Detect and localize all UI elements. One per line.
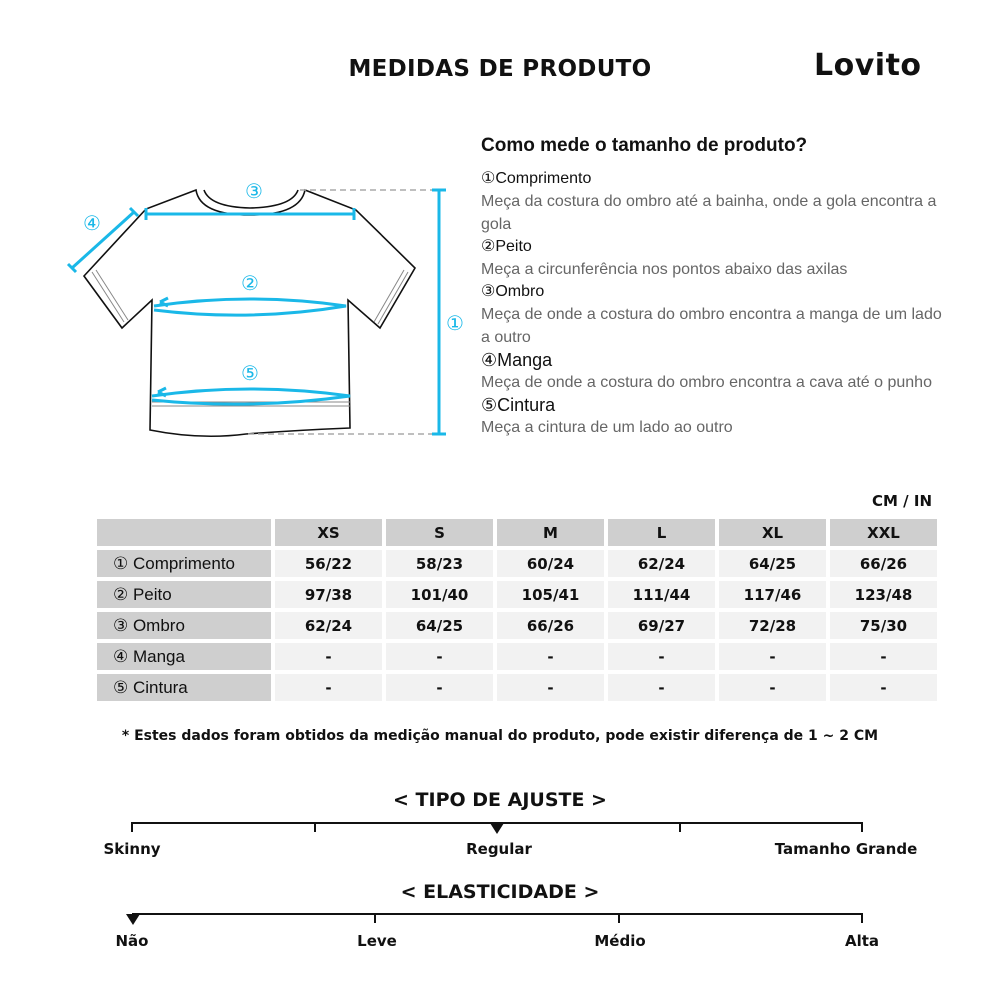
- row-label: ④ Manga: [97, 643, 271, 670]
- fit-tick: [314, 822, 316, 832]
- table-cell: -: [386, 643, 493, 670]
- elasticity-selected-marker: [126, 914, 140, 925]
- brand-logo: Lovito: [814, 48, 922, 83]
- unit-label: CM / IN: [872, 492, 932, 510]
- fit-tick: [861, 822, 863, 832]
- table-row: ⑤ Cintura - - - - - -: [97, 674, 937, 701]
- table-cell: 75/30: [830, 612, 937, 639]
- fit-selected-marker: [490, 823, 504, 834]
- table-row: ④ Manga - - - - - -: [97, 643, 937, 670]
- elasticity-tick: [861, 913, 863, 923]
- table-cell: 58/23: [386, 550, 493, 577]
- table-cell: 62/24: [608, 550, 715, 577]
- fit-label: Regular: [466, 840, 532, 858]
- size-header: XS: [275, 519, 382, 546]
- fit-tick: [679, 822, 681, 832]
- table-cell: 60/24: [497, 550, 604, 577]
- page-title: MEDIDAS DE PRODUTO: [348, 56, 652, 82]
- table-header-row: XS S M L XL XXL: [97, 519, 937, 546]
- table-cell: 56/22: [275, 550, 382, 577]
- guide-question: Como mede o tamanho de produto?: [481, 135, 808, 156]
- elasticity-label: Leve: [357, 932, 397, 950]
- table-cell: -: [719, 643, 826, 670]
- elasticity-tick: [374, 913, 376, 923]
- measurement-note: * Estes dados foram obtidos da medição m…: [121, 728, 879, 744]
- table-cell: -: [719, 674, 826, 701]
- table-cell: 64/25: [719, 550, 826, 577]
- elasticity-title: < ELASTICIDADE >: [400, 881, 600, 903]
- table-cell: 66/26: [497, 612, 604, 639]
- table-cell: -: [830, 674, 937, 701]
- row-label: ⑤ Cintura: [97, 674, 271, 701]
- row-label: ① Comprimento: [97, 550, 271, 577]
- table-cell: 66/26: [830, 550, 937, 577]
- fit-label: Skinny: [103, 840, 161, 858]
- guide-item-title: ④Manga: [481, 350, 553, 370]
- table-cell: 72/28: [719, 612, 826, 639]
- table-cell: -: [275, 643, 382, 670]
- elasticity-scale-line: [132, 913, 863, 915]
- guide-item-desc: Meça a cintura de um lado ao outro: [481, 419, 733, 436]
- size-header: M: [497, 519, 604, 546]
- table-cell: 111/44: [608, 581, 715, 608]
- table-cell: -: [608, 674, 715, 701]
- fit-label: Tamanho Grande: [774, 840, 918, 858]
- table-cell: -: [497, 643, 604, 670]
- guide-item-title: ①Comprimento: [481, 170, 592, 187]
- table-row: ① Comprimento 56/22 58/23 60/24 62/24 64/25 66…: [97, 550, 937, 577]
- table-cell: 69/27: [608, 612, 715, 639]
- marker-5: ⑤: [241, 361, 259, 385]
- size-header: L: [608, 519, 715, 546]
- measurement-guide-list: ①Comprimento Meça da costura do ombro at…: [481, 168, 951, 439]
- table-cell: -: [608, 643, 715, 670]
- size-table: XS S M L XL XXL ① Comprimento 56/22 58/23 6…: [93, 515, 941, 705]
- table-cell: 123/48: [830, 581, 937, 608]
- row-label: ② Peito: [97, 581, 271, 608]
- marker-2: ②: [241, 271, 259, 295]
- table-row: ② Peito 97/38 101/40 105/41 111/44 117/46 123/…: [97, 581, 937, 608]
- fit-tick: [131, 822, 133, 832]
- size-header: S: [386, 519, 493, 546]
- table-cell: -: [497, 674, 604, 701]
- guide-item-title: ③Ombro: [481, 283, 545, 300]
- guide-item-desc: Meça de onde a costura do ombro encontra…: [481, 306, 942, 346]
- row-label: ③ Ombro: [97, 612, 271, 639]
- guide-item-desc: Meça de onde a costura do ombro encontra…: [481, 374, 932, 391]
- size-header: XXL: [830, 519, 937, 546]
- size-header: XL: [719, 519, 826, 546]
- marker-1: ①: [446, 311, 464, 335]
- table-cell: -: [275, 674, 382, 701]
- table-cell: 97/38: [275, 581, 382, 608]
- header-empty: [97, 519, 271, 546]
- guide-item-desc: Meça a circunferência nos pontos abaixo …: [481, 261, 848, 278]
- marker-3: ③: [245, 179, 263, 203]
- table-cell: 62/24: [275, 612, 382, 639]
- guide-item-title: ②Peito: [481, 238, 532, 255]
- table-cell: 117/46: [719, 581, 826, 608]
- tshirt-measurement-diagram: ③ ④ ② ⑤ ①: [66, 179, 464, 438]
- elasticity-label: Médio: [594, 932, 646, 950]
- marker-4: ④: [83, 211, 101, 235]
- elasticity-tick: [618, 913, 620, 923]
- elasticity-label: Alta: [844, 932, 880, 950]
- guide-item-title: ⑤Cintura: [481, 395, 556, 415]
- fit-type-title: < TIPO DE AJUSTE >: [393, 789, 607, 811]
- table-cell: 105/41: [497, 581, 604, 608]
- table-cell: 101/40: [386, 581, 493, 608]
- guide-item-desc: Meça da costura do ombro até a bainha, o…: [481, 193, 937, 233]
- table-cell: 64/25: [386, 612, 493, 639]
- table-cell: -: [830, 643, 937, 670]
- elasticity-label: Não: [115, 932, 149, 950]
- table-row: ③ Ombro 62/24 64/25 66/26 69/27 72/28 75/30: [97, 612, 937, 639]
- table-cell: -: [386, 674, 493, 701]
